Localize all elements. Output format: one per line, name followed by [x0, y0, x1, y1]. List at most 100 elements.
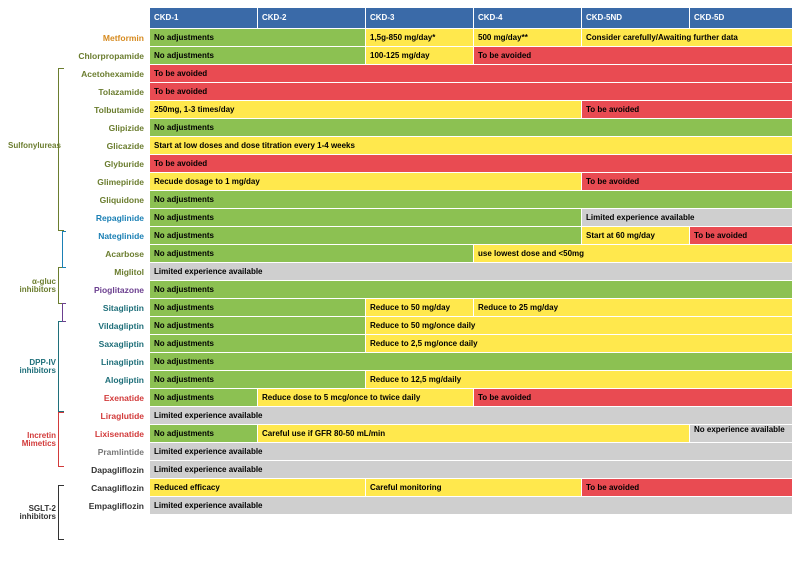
dosage-cell: 1,5g-850 mg/day*	[366, 29, 474, 46]
table-row: No adjustmentsStart at 60 mg/dayTo be av…	[150, 227, 795, 245]
column-header: CKD-3	[366, 8, 474, 28]
dosage-cell: Limited experience available	[150, 407, 793, 424]
table-row: No adjustments	[150, 191, 795, 209]
drug-name: Liraglutide	[66, 407, 150, 425]
dosage-cell: To be avoided	[582, 173, 793, 190]
dosage-cell: To be avoided	[150, 65, 793, 82]
column-header: CKD-4	[474, 8, 582, 28]
header-row: CKD-1CKD-2CKD-3CKD-4CKD-5NDCKD-5D	[150, 8, 795, 29]
table-row: Limited experience available	[150, 443, 795, 461]
dosage-cell: No adjustments	[150, 281, 793, 298]
category-bracket	[58, 412, 64, 467]
column-header: CKD-5D	[690, 8, 793, 28]
dosage-cell: No experience available	[690, 425, 793, 442]
dosage-cell: Limited experience available	[150, 263, 793, 280]
category-bracket	[58, 321, 64, 412]
table-row: Reduced efficacyCareful monitoringTo be …	[150, 479, 795, 497]
table-row: No adjustmentsuse lowest dose and <50mg	[150, 245, 795, 263]
drug-name: Empagliflozin	[66, 497, 150, 515]
category-label: SGLT-2inhibitors	[8, 505, 56, 523]
table-row: No adjustmentsReduce to 50 mg/once daily	[150, 317, 795, 335]
category-label: Sulfonylureas	[8, 142, 56, 151]
category-label: IncretinMimetics	[8, 432, 56, 450]
dosage-cell: Reduce dose to 5 mcg/once to twice daily	[258, 389, 474, 406]
dosage-cell: No adjustments	[150, 191, 793, 208]
category-brackets: Sulfonylureasα-glucinhibitorsDPP-IVinhib…	[8, 8, 66, 515]
dosage-cell: Start at low doses and dose titration ev…	[150, 137, 793, 154]
dosage-cell: Reduce to 2,5 mg/once daily	[366, 335, 793, 352]
drug-name: Exenatide	[66, 389, 150, 407]
dosage-cell: Start at 60 mg/day	[582, 227, 690, 244]
drug-name: Miglitol	[66, 263, 150, 281]
dosage-cell: To be avoided	[474, 389, 793, 406]
table-row: No adjustmentsReduce to 12,5 mg/daily	[150, 371, 795, 389]
drug-name: Lixisenatide	[66, 425, 150, 443]
table-row: No adjustmentsCareful use if GFR 80-50 m…	[150, 425, 795, 443]
category-label: α-glucinhibitors	[8, 278, 56, 296]
table-row: Limited experience available	[150, 407, 795, 425]
dosage-cell: 250mg, 1-3 times/day	[150, 101, 582, 118]
drug-name: Canagliflozin	[66, 479, 150, 497]
dosage-cell: 100-125 mg/day	[366, 47, 474, 64]
table-row: No adjustmentsReduce dose to 5 mcg/once …	[150, 389, 795, 407]
table-row: To be avoided	[150, 155, 795, 173]
dosage-cell: Reduce to 50 mg/day	[366, 299, 474, 316]
dosage-cell: Limited experience available	[150, 443, 793, 460]
drug-name: Saxagliptin	[66, 335, 150, 353]
dosage-cell: No adjustments	[150, 227, 582, 244]
dosage-cell: No adjustments	[150, 47, 366, 64]
drug-name: Nateglinide	[66, 227, 150, 245]
dosage-cell: To be avoided	[150, 155, 793, 172]
table-row: Limited experience available	[150, 497, 795, 515]
dosage-cell: No adjustments	[150, 425, 258, 442]
table-row: No adjustments	[150, 119, 795, 137]
dosage-cell: No adjustments	[150, 317, 366, 334]
dosage-cell: To be avoided	[150, 83, 793, 100]
dosage-cell: No adjustments	[150, 119, 793, 136]
table-row: No adjustmentsReduce to 50 mg/dayReduce …	[150, 299, 795, 317]
dosage-cell: No adjustments	[150, 245, 474, 262]
table-row: 250mg, 1-3 times/dayTo be avoided	[150, 101, 795, 119]
dosage-cell: Careful monitoring	[366, 479, 582, 496]
dosage-cell: Limited experience available	[582, 209, 793, 226]
dosage-cell: To be avoided	[582, 479, 793, 496]
dosage-cell: use lowest dose and <50mg	[474, 245, 793, 262]
dosage-cell: No adjustments	[150, 371, 366, 388]
table-row: Start at low doses and dose titration ev…	[150, 137, 795, 155]
drug-name: Tolazamide	[66, 83, 150, 101]
table-row: To be avoided	[150, 65, 795, 83]
drug-name: Linagliptin	[66, 353, 150, 371]
table-row: No adjustmentsLimited experience availab…	[150, 209, 795, 227]
drug-name: Pramlintide	[66, 443, 150, 461]
table-row: No adjustments1,5g-850 mg/day*500 mg/day…	[150, 29, 795, 47]
drug-name-column: MetforminChlorpropamideAcetohexamideTola…	[66, 8, 150, 515]
drug-header-spacer	[66, 8, 150, 29]
dosage-cell: No adjustments	[150, 389, 258, 406]
drug-name: Gliquidone	[66, 191, 150, 209]
table-container: Sulfonylureasα-glucinhibitorsDPP-IVinhib…	[8, 8, 795, 515]
dosage-cell: Reduce to 12,5 mg/daily	[366, 371, 793, 388]
drug-name: Glicazide	[66, 137, 150, 155]
drug-name: Alogliptin	[66, 371, 150, 389]
dosage-cell: To be avoided	[690, 227, 793, 244]
table-row: To be avoided	[150, 83, 795, 101]
table-row: Limited experience available	[150, 461, 795, 479]
drug-name: Metformin	[66, 29, 150, 47]
drug-name: Tolbutamide	[66, 101, 150, 119]
dosage-cell: Reduce to 25 mg/day	[474, 299, 793, 316]
drug-name: Repaglinide	[66, 209, 150, 227]
dosage-cell: Recude dosage to 1 mg/day	[150, 173, 582, 190]
drug-name: Vildagliptin	[66, 317, 150, 335]
dosage-cell: No adjustments	[150, 335, 366, 352]
dosage-cell: Consider carefully/Awaiting further data	[582, 29, 793, 46]
drug-name: Glipizide	[66, 119, 150, 137]
dosage-cell: Reduce to 50 mg/once daily	[366, 317, 793, 334]
drug-name: Sitagliptin	[66, 299, 150, 317]
dosage-cell: Limited experience available	[150, 497, 793, 514]
dosage-cell: To be avoided	[582, 101, 793, 118]
dosage-cell: No adjustments	[150, 29, 366, 46]
table-row: No adjustments	[150, 353, 795, 371]
drug-name: Glimepiride	[66, 173, 150, 191]
drug-name: Glyburide	[66, 155, 150, 173]
dosage-cell: No adjustments	[150, 299, 366, 316]
